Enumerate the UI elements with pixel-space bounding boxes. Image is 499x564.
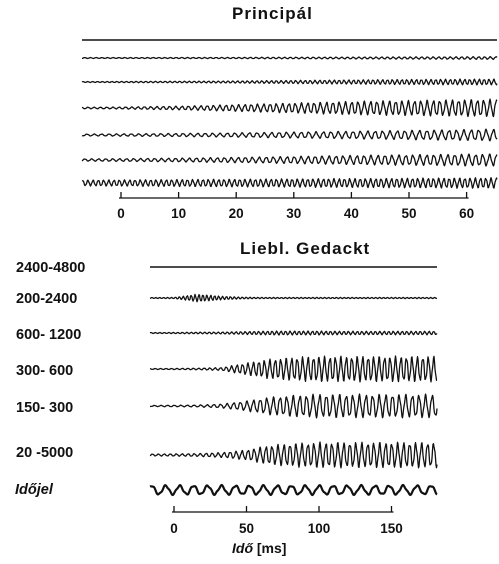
x-tick-label: 50 xyxy=(239,521,254,536)
waveform-trace xyxy=(149,393,438,419)
x-axis-variable: Idő xyxy=(232,540,253,556)
waveform-trace xyxy=(81,128,498,142)
x-tick-label: 50 xyxy=(401,206,416,221)
band-label: 300- 600 xyxy=(16,363,74,379)
band-label: 600- 1200 xyxy=(16,327,82,343)
chart-title-gedackt: Liebl. Gedackt xyxy=(240,239,371,258)
waveform-trace xyxy=(81,98,498,118)
chart-title-principal: Principál xyxy=(232,4,313,23)
waveform-trace xyxy=(149,293,438,303)
waveform-trace xyxy=(81,177,498,189)
x-axis-unit: [ms] xyxy=(256,540,287,556)
x-tick-label: 40 xyxy=(344,206,359,221)
time-signal-label: Időjel xyxy=(15,482,53,498)
waveform-trace xyxy=(149,330,438,336)
band-label: 200-2400 xyxy=(16,291,78,307)
x-tick-label: 0 xyxy=(170,521,178,536)
x-tick-label: 0 xyxy=(117,206,125,221)
waveform-trace xyxy=(149,483,438,497)
band-label: 150- 300 xyxy=(16,400,74,416)
waveform-trace xyxy=(81,78,498,86)
x-axis-label: Idő [ms] xyxy=(232,540,286,556)
x-tick-label: 60 xyxy=(459,206,474,221)
waveform-trace xyxy=(81,56,498,60)
waveform-trace xyxy=(149,441,438,469)
x-tick-label: 20 xyxy=(229,206,244,221)
x-tick-label: 30 xyxy=(286,206,301,221)
band-label: 20 -5000 xyxy=(16,445,74,461)
x-tick-label: 150 xyxy=(380,521,403,536)
x-tick-label: 100 xyxy=(308,521,331,536)
waveform-trace xyxy=(81,153,498,167)
band-label: 2400-4800 xyxy=(16,260,86,276)
x-tick-label: 10 xyxy=(171,206,186,221)
waveform-trace xyxy=(149,355,438,383)
